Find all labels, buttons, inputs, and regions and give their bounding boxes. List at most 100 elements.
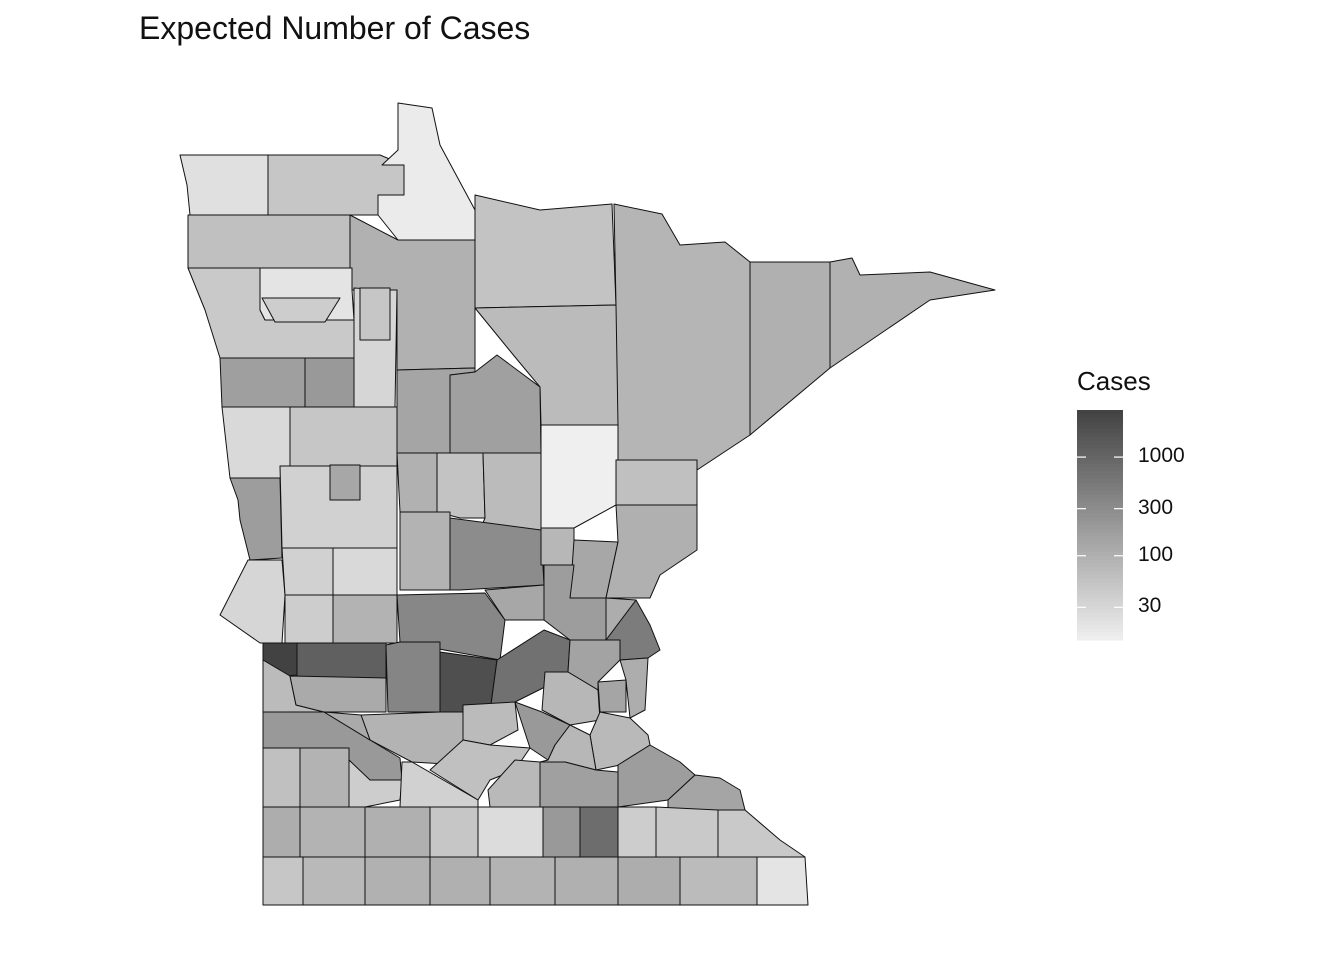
county-region bbox=[655, 806, 719, 858]
county-region bbox=[829, 257, 996, 369]
county-region bbox=[462, 701, 519, 746]
county-region bbox=[359, 287, 391, 341]
legend-color-step bbox=[1077, 605, 1123, 610]
county-region bbox=[619, 657, 649, 719]
legend-color-step bbox=[1077, 452, 1123, 457]
legend-color-step bbox=[1077, 505, 1123, 511]
legend-color-step bbox=[1077, 636, 1123, 641]
legend-title: Cases bbox=[1077, 366, 1151, 396]
county-region bbox=[229, 477, 283, 561]
legend-color-step bbox=[1077, 617, 1123, 622]
county-region bbox=[617, 856, 681, 906]
legend-color-step bbox=[1077, 567, 1123, 572]
legend-color-step bbox=[1077, 509, 1123, 515]
legend-color-step bbox=[1077, 448, 1123, 453]
county-region bbox=[289, 406, 398, 467]
legend-color-step bbox=[1077, 436, 1123, 442]
county-region bbox=[749, 261, 831, 436]
county-region bbox=[332, 594, 398, 644]
legend-color-step bbox=[1077, 459, 1123, 465]
legend-color-step bbox=[1077, 413, 1123, 419]
legend-color-step bbox=[1077, 559, 1123, 564]
legend-color-step bbox=[1077, 620, 1123, 626]
county-region bbox=[284, 594, 334, 644]
legend-color-step bbox=[1077, 590, 1123, 595]
county-region bbox=[756, 856, 809, 906]
legend-color-step bbox=[1077, 521, 1123, 526]
county-region bbox=[597, 679, 627, 713]
legend-color-step bbox=[1077, 486, 1123, 492]
legend-color-step bbox=[1077, 555, 1123, 561]
legend-break-label: 300 bbox=[1138, 495, 1174, 519]
legend-color-step bbox=[1077, 601, 1123, 607]
county-region bbox=[429, 856, 491, 906]
county-region bbox=[302, 856, 366, 906]
legend-color-step bbox=[1077, 597, 1123, 603]
legend-color-step bbox=[1077, 632, 1123, 637]
county-region bbox=[579, 806, 619, 858]
county-region bbox=[289, 675, 387, 713]
legend-color-step bbox=[1077, 456, 1123, 461]
legend-color-step bbox=[1077, 479, 1123, 484]
county-region bbox=[429, 806, 479, 858]
legend-color-step bbox=[1077, 532, 1123, 538]
legend-color-step bbox=[1077, 528, 1123, 534]
county-region bbox=[262, 856, 304, 906]
county-region bbox=[262, 806, 301, 858]
legend-color-step bbox=[1077, 548, 1123, 553]
legend-color-step bbox=[1077, 551, 1123, 557]
county-region bbox=[717, 809, 806, 858]
legend-color-step bbox=[1077, 574, 1123, 580]
county-region bbox=[439, 651, 498, 713]
legend-color-step bbox=[1077, 463, 1123, 469]
county-region bbox=[281, 547, 334, 596]
county-region bbox=[262, 747, 301, 808]
legend-break-label: 30 bbox=[1138, 594, 1162, 618]
legend-color-step bbox=[1077, 498, 1123, 503]
county-region bbox=[617, 806, 657, 858]
legend-color-step bbox=[1077, 475, 1123, 480]
map-title: Expected Number of Cases bbox=[139, 10, 531, 46]
legend-color-step bbox=[1077, 571, 1123, 576]
county-region bbox=[605, 504, 698, 599]
county-region bbox=[299, 747, 350, 808]
county-region bbox=[436, 452, 486, 519]
legend-color-step bbox=[1077, 471, 1123, 476]
county-region bbox=[554, 856, 619, 906]
county-region bbox=[296, 642, 387, 679]
legend-color-step bbox=[1077, 490, 1123, 495]
legend-color-step bbox=[1077, 494, 1123, 499]
county-region bbox=[219, 559, 286, 644]
legend-color-step bbox=[1077, 582, 1123, 587]
legend-color-step bbox=[1077, 624, 1123, 630]
county-region bbox=[474, 194, 617, 309]
county-region bbox=[540, 424, 619, 529]
county-region bbox=[323, 711, 371, 741]
legend-color-step bbox=[1077, 563, 1123, 568]
county-region bbox=[299, 806, 366, 858]
county-region bbox=[304, 357, 355, 408]
county-region bbox=[187, 214, 351, 269]
county-regions bbox=[179, 102, 996, 906]
legend-color-step bbox=[1077, 544, 1123, 549]
county-region bbox=[399, 511, 451, 591]
legend-colorbar bbox=[1077, 410, 1123, 641]
legend-color-step bbox=[1077, 444, 1123, 449]
county-region bbox=[489, 856, 556, 906]
legend-color-step bbox=[1077, 540, 1123, 545]
county-region bbox=[261, 297, 341, 323]
county-region bbox=[679, 856, 758, 906]
county-region bbox=[329, 464, 361, 501]
legend-color-step bbox=[1077, 613, 1123, 618]
legend-color-step bbox=[1077, 425, 1123, 430]
county-region bbox=[477, 806, 544, 858]
legend-color-step bbox=[1077, 433, 1123, 438]
county-region bbox=[377, 102, 476, 241]
legend-color-step bbox=[1077, 517, 1123, 522]
county-region bbox=[364, 856, 431, 906]
county-region bbox=[539, 761, 619, 808]
legend-color-step bbox=[1077, 586, 1123, 591]
legend-color-step bbox=[1077, 502, 1123, 507]
legend-color-step bbox=[1077, 429, 1123, 434]
